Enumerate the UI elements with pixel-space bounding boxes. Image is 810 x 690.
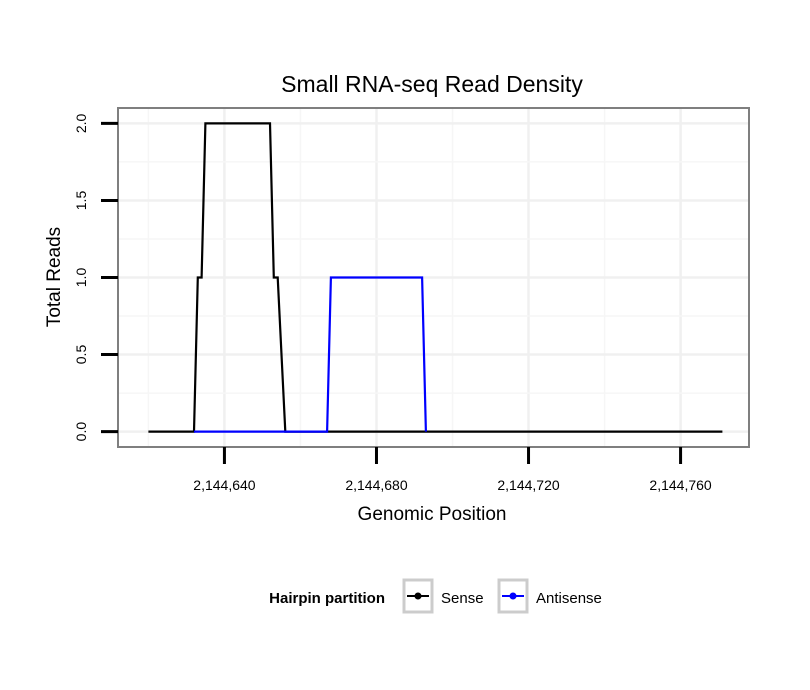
y-axis-title: Total Reads: [44, 227, 65, 327]
legend-item-sense: Sense: [402, 578, 484, 614]
x-axis: 2,144,640 2,144,680 2,144,720 2,144,760: [193, 447, 712, 493]
x-tick-label: 2,144,760: [649, 477, 711, 493]
series-lines: [148, 122, 723, 433]
legend-title: Hairpin partition: [269, 590, 385, 607]
legend-point-antisense: [509, 592, 517, 600]
y-tick-label: 2.0: [73, 113, 89, 133]
chart-title: Small RNA-seq Read Density: [281, 71, 583, 97]
legend-label-sense: Sense: [441, 590, 484, 607]
x-axis-title: Genomic Position: [358, 504, 507, 525]
x-tick-label: 2,144,640: [193, 477, 255, 493]
x-tick-label: 2,144,720: [497, 477, 559, 493]
y-tick-label: 0.0: [73, 422, 89, 442]
legend-item-antisense: Antisense: [497, 578, 602, 614]
y-tick-label: 1.0: [73, 268, 89, 288]
y-axis: 0.0 0.5 1.0 1.5 2.0: [73, 113, 118, 441]
series-line-antisense: [194, 276, 427, 433]
y-tick-label: 1.5: [73, 191, 89, 211]
x-tick-label: 2,144,680: [345, 477, 407, 493]
legend: Hairpin partition Sense Antisense: [269, 578, 602, 614]
legend-point-sense: [414, 592, 422, 600]
y-tick-label: 0.5: [73, 345, 89, 365]
legend-label-antisense: Antisense: [536, 590, 602, 607]
